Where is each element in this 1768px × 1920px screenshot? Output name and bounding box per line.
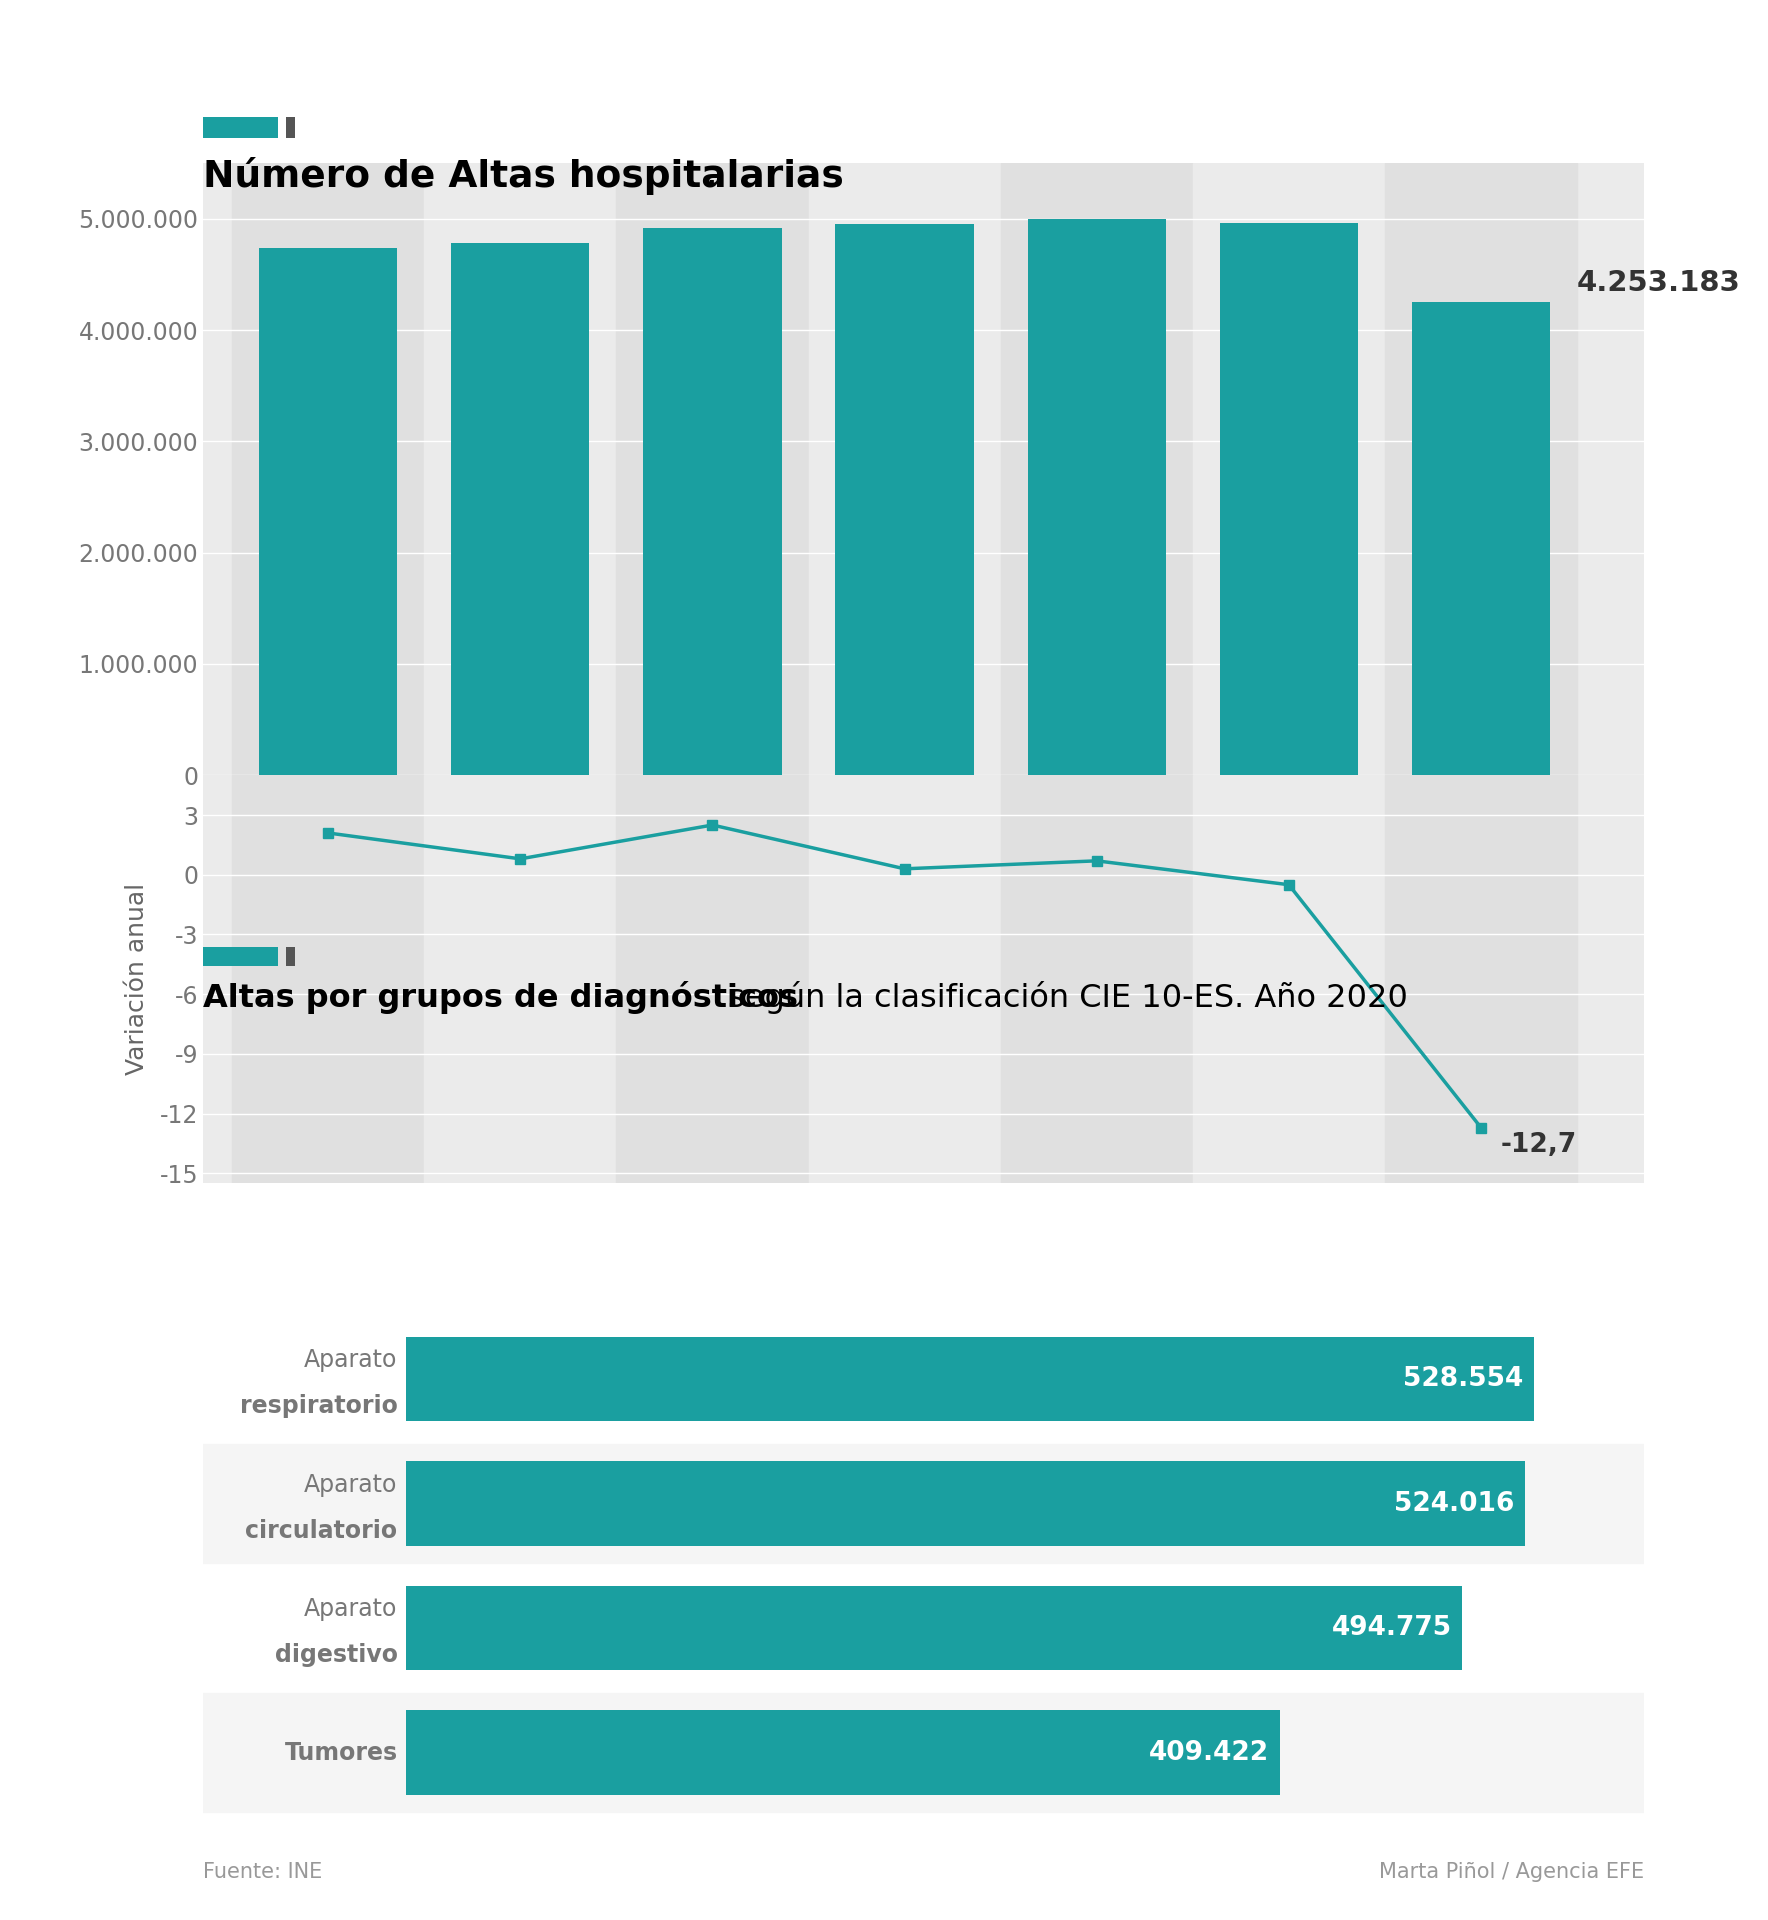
Bar [260, 248, 398, 776]
Text: digestivo: digestivo [274, 1644, 398, 1667]
Text: -12,7: -12,7 [1499, 1131, 1577, 1158]
Text: .: . [705, 157, 718, 194]
Bar [407, 1336, 1535, 1421]
Bar [1001, 776, 1193, 1183]
Text: Marta Piñol / Agencia EFE: Marta Piñol / Agencia EFE [1379, 1862, 1644, 1882]
Text: Fuente: INE: Fuente: INE [203, 1862, 322, 1882]
Text: 4.253.183: 4.253.183 [1577, 269, 1741, 298]
Bar [808, 163, 1001, 776]
Bar [203, 1319, 1644, 1438]
Y-axis label: Variación anual: Variación anual [126, 883, 149, 1075]
Bar [232, 776, 424, 1183]
Bar [203, 1444, 1644, 1563]
Text: Número de Altas hospitalarias: Número de Altas hospitalarias [203, 157, 843, 196]
Bar [617, 163, 808, 776]
Bar [644, 228, 781, 776]
Bar [451, 244, 589, 776]
Bar [1220, 223, 1358, 776]
Text: circulatorio: circulatorio [246, 1519, 398, 1544]
Text: 528.554: 528.554 [1404, 1365, 1524, 1392]
Text: 409.422: 409.422 [1149, 1740, 1269, 1766]
Bar [1413, 301, 1551, 776]
Bar [1384, 163, 1577, 776]
Bar [407, 1586, 1462, 1670]
Bar [232, 163, 424, 776]
Text: 494.775: 494.775 [1331, 1615, 1452, 1642]
Bar [424, 776, 617, 1183]
Bar [808, 776, 1001, 1183]
Bar [1193, 776, 1384, 1183]
Text: Aparato: Aparato [304, 1597, 398, 1620]
Text: Aparato: Aparato [304, 1348, 398, 1373]
Text: Altas por grupos de diagnósticos: Altas por grupos de diagnósticos [203, 981, 799, 1014]
Bar [203, 1569, 1644, 1688]
Text: Aparato: Aparato [304, 1473, 398, 1498]
Text: 524.016: 524.016 [1393, 1490, 1513, 1517]
Bar [407, 1711, 1280, 1795]
Bar [407, 1461, 1524, 1546]
Bar [203, 1693, 1644, 1812]
Bar [1193, 163, 1384, 776]
Bar [1027, 219, 1165, 776]
Bar [836, 225, 974, 776]
Bar [424, 163, 617, 776]
Text: según la clasificación CIE 10-ES. Año 2020: según la clasificación CIE 10-ES. Año 20… [718, 981, 1407, 1014]
Text: Tumores: Tumores [285, 1741, 398, 1764]
Bar [617, 776, 808, 1183]
Text: respiratorio: respiratorio [240, 1394, 398, 1419]
Bar [1384, 776, 1577, 1183]
Bar [1001, 163, 1193, 776]
